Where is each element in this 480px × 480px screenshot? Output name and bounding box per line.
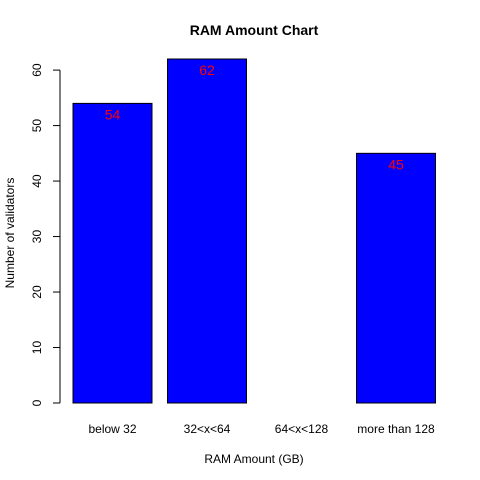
- bar-1: [167, 58, 247, 404]
- x-tick-label-2: 64<x<128: [275, 422, 329, 436]
- x-axis-label: RAM Amount (GB): [204, 452, 303, 466]
- data-labels-group: 54 62 45: [105, 62, 404, 172]
- data-label-0: 54: [105, 106, 121, 122]
- y-tick-label-1: 10: [30, 341, 44, 355]
- x-tick-labels-group: below 32 32<x<64 64<x<128 more than 128: [88, 422, 435, 436]
- y-axis: 0 10 20 30 40 50 60: [30, 63, 61, 406]
- x-tick-label-1: 32<x<64: [184, 422, 231, 436]
- x-tick-label-3: more than 128: [357, 422, 435, 436]
- data-label-3: 45: [388, 156, 404, 172]
- bars-group: [72, 58, 436, 404]
- y-tick-label-0: 0: [30, 399, 44, 406]
- chart-title: RAM Amount Chart: [190, 22, 319, 38]
- x-tick-label-0: below 32: [88, 422, 136, 436]
- data-label-1: 62: [199, 62, 215, 78]
- y-tick-label-6: 60: [30, 63, 44, 77]
- bar-0: [72, 102, 153, 404]
- y-tick-label-4: 40: [30, 174, 44, 188]
- bar-3: [356, 152, 436, 404]
- y-tick-label-2: 20: [30, 285, 44, 299]
- y-tick-label-5: 50: [30, 119, 44, 133]
- y-tick-label-3: 30: [30, 230, 44, 244]
- y-axis-label: Number of validators: [3, 178, 17, 289]
